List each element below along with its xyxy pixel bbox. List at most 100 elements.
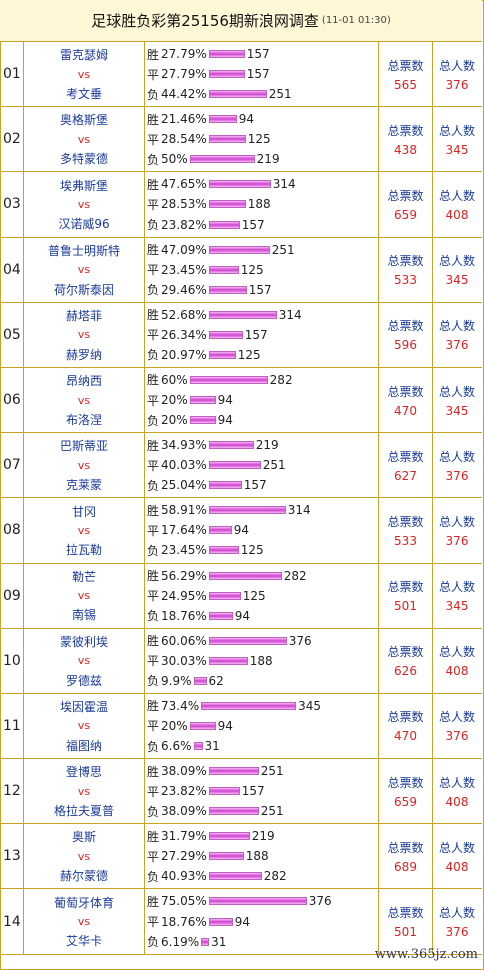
stat-bar: [208, 506, 286, 515]
stat-count: 94: [234, 914, 251, 929]
match-teams: 勒芒 vs 南锡: [24, 563, 145, 628]
home-team[interactable]: 雷克瑟姆: [59, 48, 108, 63]
home-team[interactable]: 赫塔菲: [65, 308, 102, 323]
total-votes-value: 501: [394, 599, 417, 614]
match-index: 02: [0, 107, 24, 172]
stat-label: 负: [147, 413, 160, 428]
total-votes-value: 689: [394, 859, 417, 874]
home-team[interactable]: 奥斯: [71, 830, 96, 845]
away-team[interactable]: 拉瓦勒: [65, 543, 102, 558]
stat-bar: [208, 441, 254, 450]
away-team[interactable]: 赫尔蒙德: [59, 869, 108, 884]
stat-lose: 负 18.76% 94: [147, 607, 378, 625]
stat-count: 94: [217, 718, 233, 733]
stat-win: 胜 47.65% 314: [147, 175, 378, 193]
stat-count: 314: [272, 177, 296, 192]
total-votes-value: 470: [394, 403, 417, 418]
home-team[interactable]: 埃弗斯堡: [59, 178, 108, 193]
stat-label: 负: [147, 348, 160, 363]
away-team[interactable]: 荷尔斯泰因: [53, 282, 114, 297]
stat-count: 125: [240, 543, 264, 558]
match-index: 10: [0, 628, 24, 693]
match-teams: 奥斯 vs 赫尔蒙德: [24, 824, 145, 889]
home-team[interactable]: 奥格斯堡: [59, 113, 108, 128]
stat-count: 188: [245, 849, 269, 864]
home-team[interactable]: 蒙彼利埃: [59, 634, 108, 649]
stat-bar: [208, 767, 259, 776]
stat-label: 平: [147, 263, 160, 278]
away-team[interactable]: 福图纳: [65, 738, 102, 753]
stat-label: 平: [147, 523, 160, 538]
away-team[interactable]: 考文垂: [65, 86, 102, 101]
total-votes-cell: 总票数 501: [379, 563, 433, 628]
stat-bar: [208, 546, 239, 555]
match-row: 13 奥斯 vs 赫尔蒙德 胜 31.79% 219 平 27.29% 188 …: [0, 824, 482, 890]
stat-draw: 平 40.03% 251: [147, 456, 378, 474]
away-team[interactable]: 赫罗纳: [65, 347, 102, 362]
stat-draw: 平 23.45% 125: [147, 261, 378, 279]
total-people-cell: 总人数 376: [432, 694, 482, 758]
stat-percent: 23.45%: [161, 543, 207, 558]
away-team[interactable]: 克莱蒙: [65, 478, 102, 493]
match-stats: 胜 60.06% 376 平 30.03% 188 负 9.9% 62: [145, 628, 379, 693]
total-votes-label: 总票数: [387, 123, 424, 138]
stat-label: 平: [147, 784, 160, 799]
stat-bar: [208, 787, 240, 796]
home-team[interactable]: 巴斯蒂亚: [59, 439, 108, 454]
stat-count: 125: [237, 347, 261, 362]
total-votes-label: 总票数: [387, 319, 424, 334]
total-people-cell: 总人数 376: [432, 433, 482, 497]
stat-draw: 平 28.54% 125: [147, 130, 378, 148]
stat-count: 251: [262, 458, 286, 473]
total-votes-label: 总票数: [387, 514, 424, 529]
away-team[interactable]: 艾华卡: [65, 934, 102, 949]
total-people-value: 376: [445, 77, 469, 92]
vs-label: vs: [77, 328, 91, 342]
stat-percent: 27.79%: [161, 47, 207, 62]
stat-count: 282: [263, 869, 287, 884]
home-team[interactable]: 昂纳西: [65, 374, 102, 389]
match-index: 03: [0, 172, 24, 237]
stat-percent: 28.53%: [161, 197, 207, 212]
stat-percent: 34.93%: [161, 438, 207, 453]
stat-lose: 负 20% 94: [147, 411, 378, 429]
away-team[interactable]: 多特蒙德: [59, 152, 108, 167]
home-team[interactable]: 甘冈: [71, 504, 96, 519]
stat-lose: 负 44.42% 251: [147, 85, 378, 103]
stat-label: 平: [147, 719, 160, 734]
home-team[interactable]: 葡萄牙体育: [53, 895, 114, 910]
total-people-value: 376: [445, 729, 469, 744]
away-team[interactable]: 布洛涅: [65, 412, 102, 427]
stat-percent: 23.82%: [161, 784, 207, 799]
stat-label: 胜: [147, 829, 160, 844]
total-votes-value: 533: [394, 273, 417, 288]
stat-draw: 平 27.29% 188: [147, 847, 378, 865]
stat-count: 251: [260, 764, 284, 779]
stat-bar: [208, 611, 233, 620]
stat-count: 94: [233, 523, 250, 538]
total-votes-cell: 总票数 659: [379, 759, 433, 824]
stat-bar: [208, 90, 267, 99]
stat-count: 188: [247, 197, 271, 212]
total-votes-label: 总票数: [387, 840, 424, 855]
home-team[interactable]: 普鲁士明斯特: [47, 243, 120, 258]
total-people-value: 408: [445, 207, 469, 222]
stat-count: 219: [256, 152, 280, 167]
vs-label: vs: [77, 654, 91, 668]
home-team[interactable]: 登博思: [65, 765, 102, 780]
stat-count: 125: [242, 588, 266, 603]
match-stats: 胜 21.46% 94 平 28.54% 125 负 50% 219: [145, 107, 379, 172]
stat-label: 胜: [147, 373, 160, 388]
match-stats: 胜 34.93% 219 平 40.03% 251 负 25.04% 157: [145, 433, 379, 498]
home-team[interactable]: 埃因霍温: [59, 700, 108, 715]
away-team[interactable]: 罗德兹: [65, 673, 102, 688]
away-team[interactable]: 汉诺威96: [58, 217, 110, 232]
stat-bar: [208, 461, 261, 470]
stat-label: 胜: [147, 764, 160, 779]
total-votes-cell: 总票数 533: [379, 498, 433, 563]
away-team[interactable]: 格拉夫夏普: [53, 804, 114, 819]
stat-win: 胜 31.79% 219: [147, 827, 378, 845]
away-team[interactable]: 南锡: [71, 608, 96, 623]
home-team[interactable]: 勒芒: [71, 569, 96, 584]
stat-bar: [189, 396, 216, 405]
